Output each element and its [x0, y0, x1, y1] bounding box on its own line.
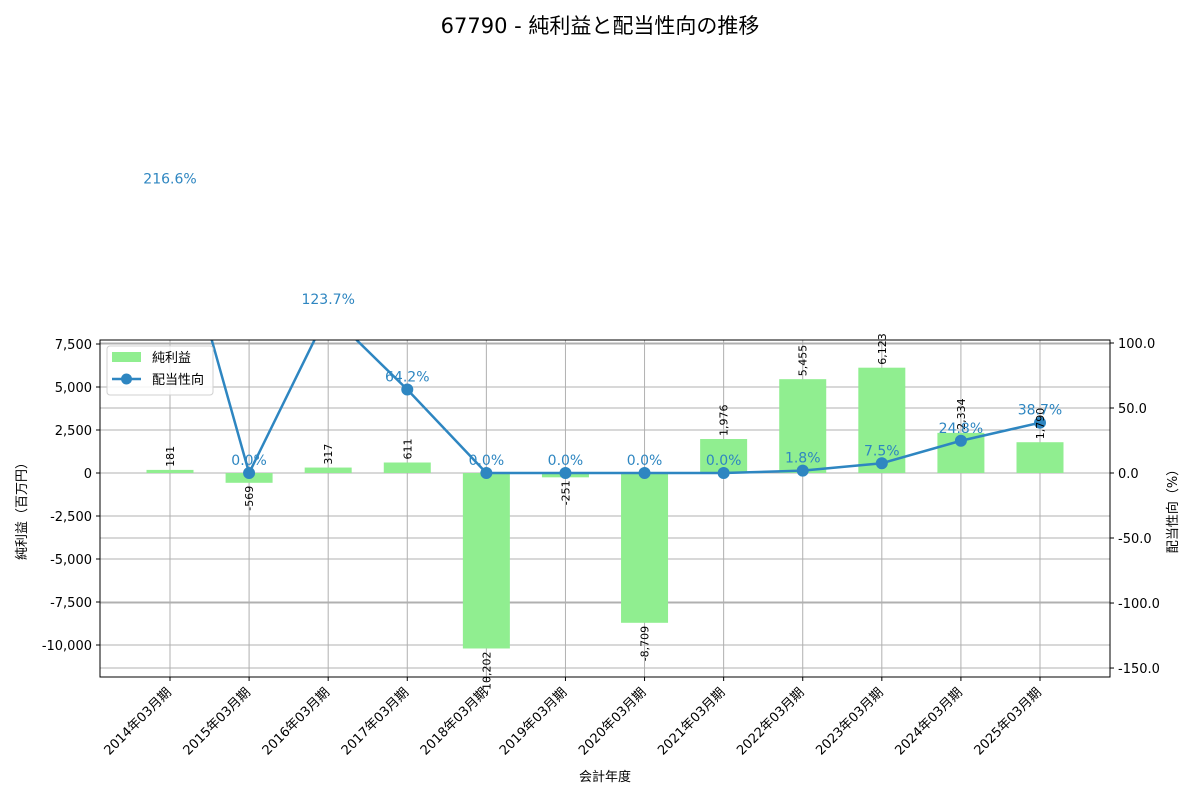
payout-value-label: 0.0%: [548, 453, 584, 469]
y-tick-label: -2,500: [50, 510, 92, 525]
y-tick-label: 2,500: [55, 424, 92, 439]
chart-title: 67790 - 純利益と配当性向の推移: [440, 14, 760, 38]
x-tick-label: 2014年03月期: [102, 685, 175, 758]
bar-value-label: 317: [322, 444, 335, 465]
y-right-tick-label: -100.0: [1118, 597, 1160, 612]
line-marker: [796, 464, 809, 477]
bar-value-label: 181: [164, 446, 177, 467]
bar-value-label: -8,709: [639, 626, 652, 661]
payout-ratio-line: [210, 340, 1041, 477]
bar-series: [146, 367, 1064, 649]
y-right-axis-label: 配当性向（%）: [1165, 463, 1181, 553]
x-tick-label: 2019年03月期: [497, 685, 570, 758]
y-right-tick-label: 100.0: [1118, 337, 1155, 352]
legend-marker-icon: [121, 373, 132, 385]
y-axis-label: 純利益（百万円）: [15, 456, 30, 560]
x-tick-label: 2024年03月期: [892, 685, 965, 758]
line-marker: [954, 434, 967, 447]
payout-value-label: 38.7%: [1018, 403, 1062, 419]
payout-value-label: 123.7%: [301, 292, 354, 308]
y-right-tick-label: -50.0: [1118, 532, 1152, 547]
legend-line-label: 配当性向: [152, 372, 204, 388]
bar: [383, 462, 431, 474]
line-marker: [401, 383, 414, 396]
line-marker: [717, 467, 730, 480]
plot-frame: [99, 339, 1111, 678]
x-tick-label: 2021年03月期: [655, 685, 728, 758]
x-tick-label: 2018年03月期: [418, 685, 491, 758]
y-right-tick-label: 50.0: [1118, 402, 1147, 417]
payout-value-label: 24.8%: [939, 421, 983, 437]
bar-value-label: 2,334: [955, 398, 968, 430]
payout-value-label: 0.0%: [627, 453, 663, 469]
payout-value-label: 0.0%: [469, 453, 505, 469]
x-tick-label: 2022年03月期: [734, 685, 807, 758]
payout-value-label: 1.8%: [785, 451, 821, 467]
payout-value-label: 0.0%: [231, 453, 267, 469]
x-tick-label: 2015年03月期: [181, 685, 254, 758]
bar-value-label: -10,202: [480, 651, 493, 693]
x-tick-label: 2016年03月期: [260, 685, 333, 758]
line-marker: [1034, 416, 1046, 429]
bar: [462, 473, 510, 649]
payout-value-label: 7.5%: [864, 443, 900, 459]
x-tick-label: 2025年03月期: [972, 685, 1045, 758]
line-marker: [559, 467, 572, 480]
bar-value-label: 5,455: [797, 345, 810, 377]
bar-value-label: -569: [243, 486, 256, 511]
bar: [146, 469, 194, 474]
y-tick-label: 5,000: [55, 381, 92, 396]
legend-bar-swatch: [112, 352, 141, 362]
bar: [304, 467, 352, 474]
x-tick-label: 2020年03月期: [576, 685, 649, 758]
y-right-tick-label: 0.0: [1118, 467, 1139, 482]
y-tick-label: -10,000: [42, 639, 92, 654]
payout-value-label: 216.6%: [143, 171, 196, 187]
line-series: [210, 340, 1046, 480]
bar-value-label: -251: [559, 480, 572, 505]
legend: 純利益 配当性向: [106, 345, 214, 396]
x-axis-label: 会計年度: [579, 769, 631, 785]
y-right-tick-label: -150.0: [1118, 662, 1160, 677]
y-tick-label: 7,500: [55, 338, 92, 353]
bar-value-label: 611: [401, 438, 414, 459]
y-tick-label: -7,500: [50, 596, 92, 611]
line-marker: [243, 467, 256, 480]
line-marker: [480, 467, 493, 480]
bar: [1016, 442, 1064, 474]
bar-value-label: 1,790: [1034, 408, 1047, 440]
bar-value-label: 1,976: [718, 405, 731, 437]
payout-value-label: 64.2%: [385, 370, 429, 386]
line-marker: [638, 467, 651, 480]
y-tick-label: 0: [84, 467, 92, 482]
legend-bar-label: 純利益: [152, 351, 191, 366]
axes: 7,500 5,000 2,500 0 -2,500 -5,000 -7,500 -10,00…: [15, 337, 1181, 785]
bar: [858, 367, 906, 474]
data-labels: 181 -569 317 611 -10,202 -251 -8,709 1,976 5,455…: [143, 171, 1062, 694]
x-tick-label: 2017年03月期: [339, 685, 412, 758]
x-tick-label: 2023年03月期: [813, 685, 886, 758]
line-marker: [875, 457, 888, 470]
bar-value-label: 6,123: [876, 333, 889, 365]
bar: [779, 379, 827, 474]
bar: [621, 473, 669, 623]
payout-value-label: 0.0%: [706, 453, 742, 469]
y-tick-label: -5,000: [50, 553, 92, 568]
